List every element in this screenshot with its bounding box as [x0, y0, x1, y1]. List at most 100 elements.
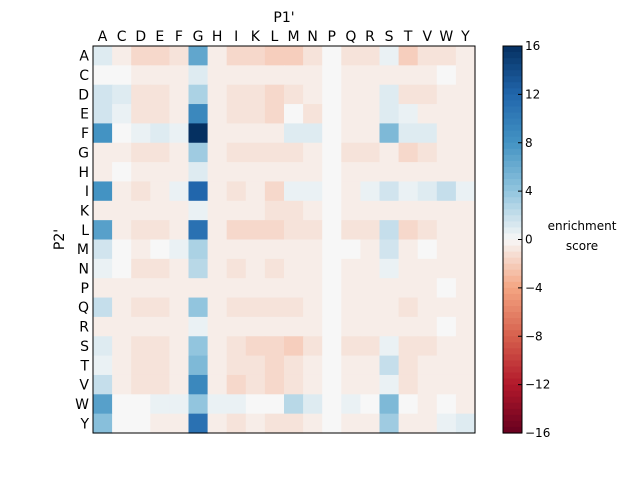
heatmap-cell: [455, 239, 476, 260]
heatmap-cell: [264, 336, 285, 357]
heatmap-cell: [341, 258, 361, 279]
colorbar-segment: [503, 106, 522, 114]
heatmap-cell: [207, 278, 228, 299]
heatmap-cell: [150, 258, 170, 279]
heatmap-cell: [93, 142, 113, 163]
heatmap-cell: [341, 220, 361, 241]
heatmap-cell: [341, 104, 361, 124]
x-tick-label: V: [422, 29, 432, 45]
heatmap-cell: [417, 316, 438, 337]
heatmap-cell: [303, 162, 323, 183]
heatmap-cell: [455, 104, 476, 124]
colorbar-segment: [503, 312, 522, 319]
heatmap-cell: [264, 142, 285, 163]
heatmap-cell: [341, 162, 361, 183]
heatmap-cell: [455, 316, 476, 337]
heatmap-cell: [455, 84, 476, 105]
heatmap-cell: [379, 394, 400, 415]
x-tick-label: W: [439, 29, 453, 45]
heatmap-cell: [93, 278, 113, 299]
heatmap-cell: [226, 46, 247, 66]
heatmap-cell: [93, 46, 113, 66]
heatmap-cell: [398, 355, 419, 376]
heatmap-cell: [264, 355, 285, 376]
heatmap-cell: [93, 336, 113, 357]
heatmap-cell: [284, 220, 304, 241]
heatmap-cell: [398, 297, 419, 318]
heatmap-cell: [207, 316, 228, 337]
heatmap-cell: [360, 297, 381, 318]
heatmap-cell: [93, 374, 113, 395]
heatmap-cell: [398, 220, 419, 241]
colorbar-segment: [503, 402, 522, 410]
heatmap-cell: [188, 278, 209, 299]
colorbar-segment: [503, 384, 522, 392]
heatmap-cell: [264, 394, 285, 415]
colorbar-segment: [503, 100, 522, 108]
heatmap-cell: [150, 394, 170, 415]
heatmap-cell: [188, 123, 209, 144]
heatmap-cell: [207, 142, 228, 163]
colorbar-segment: [503, 166, 522, 174]
heatmap-cell: [131, 413, 151, 434]
heatmap-cell: [436, 142, 457, 163]
colorbar-segment: [503, 160, 522, 168]
heatmap-cell: [398, 394, 419, 415]
x-tick-label: F: [175, 29, 183, 45]
heatmap-cell: [360, 316, 381, 337]
heatmap-cell: [188, 316, 209, 337]
heatmap-cell: [360, 239, 381, 260]
heatmap-cell: [245, 316, 266, 337]
heatmap-cell: [398, 162, 419, 183]
heatmap-cell: [264, 374, 285, 395]
heatmap-cell: [112, 413, 132, 434]
heatmap-cell: [131, 316, 151, 337]
heatmap-cell: [360, 413, 381, 434]
colorbar-segment: [503, 324, 522, 331]
x-tick-label: Y: [460, 29, 470, 45]
heatmap-cell: [455, 65, 476, 86]
y-tick-label: F: [81, 126, 89, 142]
y-tick-label: D: [78, 87, 89, 103]
colorbar-segment: [503, 148, 522, 156]
heatmap-cell: [131, 200, 151, 221]
heatmap-cell: [112, 220, 132, 241]
heatmap-cell: [436, 258, 457, 279]
heatmap-cell: [417, 84, 438, 105]
heatmap-cell: [93, 413, 113, 434]
heatmap-cell: [379, 374, 400, 395]
heatmap-cell: [379, 162, 400, 183]
heatmap-cell: [379, 278, 400, 299]
x-tick-label: N: [307, 29, 317, 45]
heatmap-cell: [112, 355, 132, 376]
heatmap-cell: [284, 200, 304, 221]
heatmap-cell: [226, 123, 247, 144]
heatmap-cell: [264, 239, 285, 260]
heatmap-cell: [455, 394, 476, 415]
heatmap-cell: [436, 46, 457, 66]
heatmap-cell: [417, 142, 438, 163]
colorbar-segment: [503, 330, 522, 337]
x-tick-label: G: [193, 29, 204, 45]
heatmap-cell: [303, 316, 323, 337]
heatmap-cell: [284, 394, 304, 415]
y-tick-label: G: [78, 145, 89, 161]
heatmap-cell: [341, 297, 361, 318]
heatmap-cell: [417, 336, 438, 357]
x-tick-label: E: [155, 29, 164, 45]
heatmap-cell: [303, 104, 323, 124]
heatmap-cell: [322, 336, 342, 357]
heatmap-cell: [398, 104, 419, 124]
colorbar-segment: [503, 64, 522, 71]
heatmap-cell: [226, 181, 247, 202]
x-tick-label: D: [135, 29, 146, 45]
colorbar-segment: [503, 414, 522, 422]
heatmap-cell: [245, 104, 266, 124]
heatmap-cell: [398, 278, 419, 299]
heatmap-cell: [341, 239, 361, 260]
colorbar-segment: [503, 154, 522, 162]
heatmap-cell: [322, 220, 342, 241]
heatmap-cell: [188, 200, 209, 221]
colorbar-tick-label: −16: [525, 426, 550, 440]
y-tick-label: Y: [79, 416, 89, 432]
